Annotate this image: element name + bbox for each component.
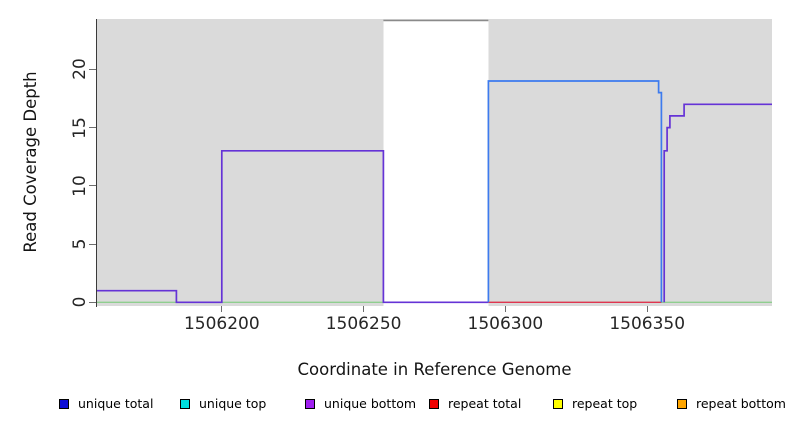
chart-canvas bbox=[97, 19, 772, 306]
legend-item-repeat-total: repeat total bbox=[429, 396, 521, 411]
series-unique-total-block bbox=[487, 80, 663, 303]
x-tick-mark bbox=[221, 306, 223, 312]
y-tick-mark bbox=[89, 127, 96, 129]
legend-label: unique bottom bbox=[324, 396, 417, 411]
series-unique-coverage-left bbox=[97, 149, 489, 304]
legend-item-unique-total: unique total bbox=[59, 396, 153, 411]
y-tick-mark bbox=[89, 301, 96, 303]
legend-swatch-icon bbox=[553, 398, 563, 409]
legend-label: unique top bbox=[199, 396, 267, 411]
x-tick-mark bbox=[504, 306, 506, 312]
legend-swatch-icon bbox=[180, 398, 190, 409]
legend-swatch-icon bbox=[59, 398, 69, 409]
legend-swatch-icon bbox=[429, 398, 439, 409]
legend-item-repeat-top: repeat top bbox=[553, 396, 637, 411]
legend-swatch-icon bbox=[677, 398, 687, 409]
legend-item-repeat-bottom: repeat bottom bbox=[677, 396, 786, 411]
series-unique-coverage-right bbox=[663, 103, 772, 303]
y-tick-mark bbox=[89, 185, 96, 187]
x-tick-label: 1506200 bbox=[183, 314, 260, 334]
y-tick-label: 15 bbox=[70, 116, 90, 139]
x-tick-mark bbox=[646, 306, 648, 312]
x-axis-title: Coordinate in Reference Genome bbox=[297, 360, 572, 379]
x-tick-mark bbox=[363, 306, 365, 312]
y-axis-line bbox=[96, 19, 97, 307]
y-tick-label: 0 bbox=[70, 296, 90, 308]
x-tick-label: 1506250 bbox=[325, 314, 402, 334]
legend-label: unique total bbox=[78, 396, 154, 411]
y-tick-mark bbox=[89, 68, 96, 70]
masked-region bbox=[383, 19, 489, 306]
legend-label: repeat bottom bbox=[696, 396, 786, 411]
y-tick-mark bbox=[89, 243, 96, 245]
legend-item-unique-top: unique top bbox=[180, 396, 266, 411]
y-tick-label: 5 bbox=[70, 238, 90, 250]
y-tick-label: 20 bbox=[70, 58, 90, 81]
legend-label: repeat total bbox=[448, 396, 522, 411]
legend-swatch-icon bbox=[305, 398, 315, 409]
x-tick-label: 1506300 bbox=[467, 314, 544, 334]
y-axis-title: Read Coverage Depth bbox=[21, 71, 40, 253]
x-tick-label: 1506350 bbox=[609, 314, 686, 334]
legend-label: repeat top bbox=[572, 396, 638, 411]
y-tick-label: 10 bbox=[70, 174, 90, 197]
legend-item-unique-bottom: unique bottom bbox=[305, 396, 416, 411]
